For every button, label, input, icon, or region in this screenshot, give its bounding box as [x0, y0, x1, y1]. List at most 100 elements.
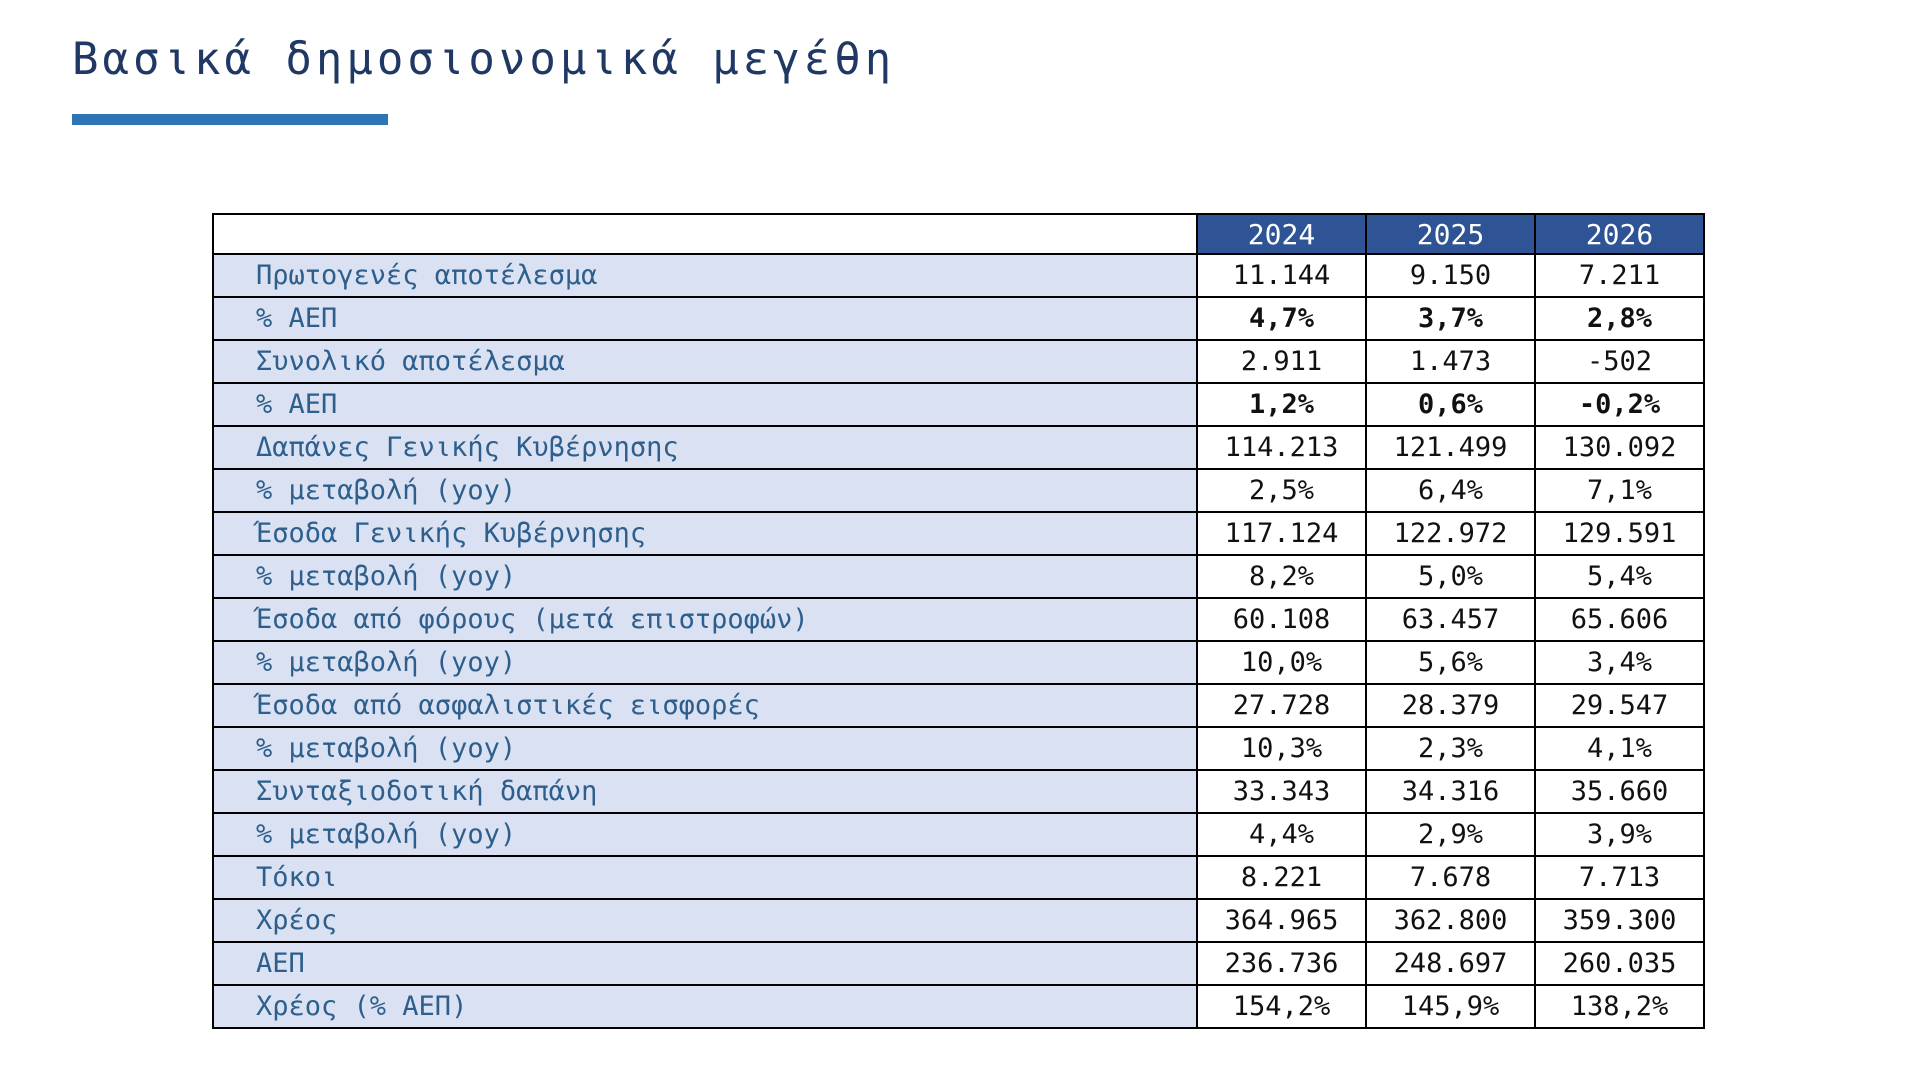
value-cell: 33.343	[1196, 769, 1367, 814]
row-label: ΑΕΠ	[212, 941, 1198, 986]
value-cell: 130.092	[1534, 425, 1705, 470]
row-label: % μεταβολή (yoy)	[212, 726, 1198, 771]
table-row: Έσοδα από ασφαλιστικές εισφορές 27.728 28.…	[212, 683, 1705, 728]
value-cell: 7,1%	[1534, 468, 1705, 513]
table-row: Έσοδα Γενικής Κυβέρνησης 117.124 122.972 12…	[212, 511, 1705, 556]
value-cell: 1.473	[1365, 339, 1536, 384]
value-cell: 129.591	[1534, 511, 1705, 556]
value-cell: 7.713	[1534, 855, 1705, 900]
value-cell: -0,2%	[1534, 382, 1705, 427]
row-label: Συνταξιοδοτική δαπάνη	[212, 769, 1198, 814]
value-cell: 359.300	[1534, 898, 1705, 943]
table-row: % μεταβολή (yoy) 4,4% 2,9% 3,9%	[212, 812, 1705, 857]
value-cell: 10,3%	[1196, 726, 1367, 771]
value-cell: 9.150	[1365, 253, 1536, 298]
fiscal-table-body: Πρωτογενές αποτέλεσμα 11.144 9.150 7.211% Α…	[212, 253, 1705, 1029]
value-cell: 2.911	[1196, 339, 1367, 384]
value-cell: 121.499	[1365, 425, 1536, 470]
value-cell: 3,4%	[1534, 640, 1705, 685]
value-cell: 362.800	[1365, 898, 1536, 943]
fiscal-table-container: 2024 2025 2026 Πρωτογενές αποτέλεσμα 11.144…	[212, 213, 1705, 1029]
value-cell: 8,2%	[1196, 554, 1367, 599]
row-label: Τόκοι	[212, 855, 1198, 900]
title-underline-bar	[72, 114, 388, 125]
value-cell: 6,4%	[1365, 468, 1536, 513]
value-cell: 8.221	[1196, 855, 1367, 900]
row-label: Έσοδα από ασφαλιστικές εισφορές	[212, 683, 1198, 728]
value-cell: 2,3%	[1365, 726, 1536, 771]
value-cell: 0,6%	[1365, 382, 1536, 427]
table-corner-cell	[212, 213, 1198, 255]
value-cell: 28.379	[1365, 683, 1536, 728]
value-cell: 63.457	[1365, 597, 1536, 642]
table-row: ΑΕΠ 236.736 248.697 260.035	[212, 941, 1705, 986]
fiscal-table: 2024 2025 2026 Πρωτογενές αποτέλεσμα 11.144…	[212, 213, 1705, 1029]
value-cell: 236.736	[1196, 941, 1367, 986]
value-cell: 3,9%	[1534, 812, 1705, 857]
row-label: % ΑΕΠ	[212, 382, 1198, 427]
value-cell: 5,6%	[1365, 640, 1536, 685]
value-cell: 364.965	[1196, 898, 1367, 943]
table-row: Χρέος (% ΑΕΠ) 154,2% 145,9% 138,2%	[212, 984, 1705, 1029]
row-label: % μεταβολή (yoy)	[212, 640, 1198, 685]
value-cell: 117.124	[1196, 511, 1367, 556]
row-label: Έσοδα από φόρους (μετά επιστροφών)	[212, 597, 1198, 642]
value-cell: 65.606	[1534, 597, 1705, 642]
value-cell: 114.213	[1196, 425, 1367, 470]
table-row: % μεταβολή (yoy) 2,5% 6,4% 7,1%	[212, 468, 1705, 513]
table-row: Πρωτογενές αποτέλεσμα 11.144 9.150 7.211	[212, 253, 1705, 298]
table-row: Συνολικό αποτέλεσμα 2.911 1.473 -502	[212, 339, 1705, 384]
year-header-cell: 2024	[1196, 213, 1367, 255]
value-cell: 10,0%	[1196, 640, 1367, 685]
value-cell: 4,7%	[1196, 296, 1367, 341]
value-cell: 35.660	[1534, 769, 1705, 814]
row-label: % ΑΕΠ	[212, 296, 1198, 341]
value-cell: 29.547	[1534, 683, 1705, 728]
year-header-cell: 2026	[1534, 213, 1705, 255]
value-cell: -502	[1534, 339, 1705, 384]
row-label: % μεταβολή (yoy)	[212, 468, 1198, 513]
row-label: Συνολικό αποτέλεσμα	[212, 339, 1198, 384]
table-row: Δαπάνες Γενικής Κυβέρνησης 114.213 121.499…	[212, 425, 1705, 470]
row-label: % μεταβολή (yoy)	[212, 812, 1198, 857]
table-row: % μεταβολή (yoy) 10,0% 5,6% 3,4%	[212, 640, 1705, 685]
value-cell: 2,5%	[1196, 468, 1367, 513]
value-cell: 260.035	[1534, 941, 1705, 986]
row-label: Πρωτογενές αποτέλεσμα	[212, 253, 1198, 298]
value-cell: 248.697	[1365, 941, 1536, 986]
row-label: Έσοδα Γενικής Κυβέρνησης	[212, 511, 1198, 556]
row-label: Χρέος (% ΑΕΠ)	[212, 984, 1198, 1029]
value-cell: 145,9%	[1365, 984, 1536, 1029]
value-cell: 1,2%	[1196, 382, 1367, 427]
value-cell: 60.108	[1196, 597, 1367, 642]
table-row: % μεταβολή (yoy) 8,2% 5,0% 5,4%	[212, 554, 1705, 599]
table-row: % ΑΕΠ 1,2% 0,6% -0,2%	[212, 382, 1705, 427]
value-cell: 7.678	[1365, 855, 1536, 900]
value-cell: 5,4%	[1534, 554, 1705, 599]
value-cell: 138,2%	[1534, 984, 1705, 1029]
page-title: Βασικά δημοσιονομικά μεγέθη	[72, 34, 896, 85]
table-row: Έσοδα από φόρους (μετά επιστροφών) 60.108…	[212, 597, 1705, 642]
value-cell: 2,8%	[1534, 296, 1705, 341]
row-label: % μεταβολή (yoy)	[212, 554, 1198, 599]
value-cell: 4,4%	[1196, 812, 1367, 857]
row-label: Δαπάνες Γενικής Κυβέρνησης	[212, 425, 1198, 470]
year-header-cell: 2025	[1365, 213, 1536, 255]
value-cell: 122.972	[1365, 511, 1536, 556]
table-row: Χρέος 364.965 362.800 359.300	[212, 898, 1705, 943]
table-row: Συνταξιοδοτική δαπάνη 33.343 34.316 35.660	[212, 769, 1705, 814]
table-row: % μεταβολή (yoy) 10,3% 2,3% 4,1%	[212, 726, 1705, 771]
fiscal-table-header: 2024 2025 2026	[212, 213, 1705, 255]
table-row: Τόκοι 8.221 7.678 7.713	[212, 855, 1705, 900]
value-cell: 4,1%	[1534, 726, 1705, 771]
value-cell: 2,9%	[1365, 812, 1536, 857]
header-row: 2024 2025 2026	[212, 213, 1705, 255]
table-row: % ΑΕΠ 4,7% 3,7% 2,8%	[212, 296, 1705, 341]
row-label: Χρέος	[212, 898, 1198, 943]
value-cell: 3,7%	[1365, 296, 1536, 341]
value-cell: 7.211	[1534, 253, 1705, 298]
value-cell: 27.728	[1196, 683, 1367, 728]
value-cell: 154,2%	[1196, 984, 1367, 1029]
value-cell: 5,0%	[1365, 554, 1536, 599]
value-cell: 11.144	[1196, 253, 1367, 298]
